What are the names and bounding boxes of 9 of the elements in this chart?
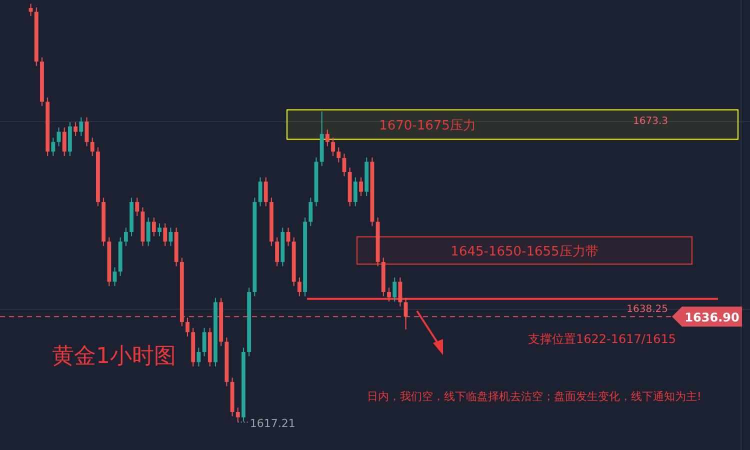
ref-line-label: 1636.90	[684, 310, 740, 325]
band-label: 1645-1650-1655压力带	[450, 244, 598, 260]
text: 黄金1小时图	[52, 344, 176, 369]
y-tick-label: 1673.3	[633, 116, 668, 128]
band-label: 1670-1675压力	[379, 118, 476, 134]
y-tick-label: 1638.25	[626, 304, 668, 315]
annotation: 支撑位置1622-1617/1615	[528, 332, 676, 346]
annotation: 1617.21	[250, 417, 296, 430]
annotation: 日内，我们空，线下临盘择机去沽空；盘面发生变化，线下通知为主!	[367, 390, 702, 403]
